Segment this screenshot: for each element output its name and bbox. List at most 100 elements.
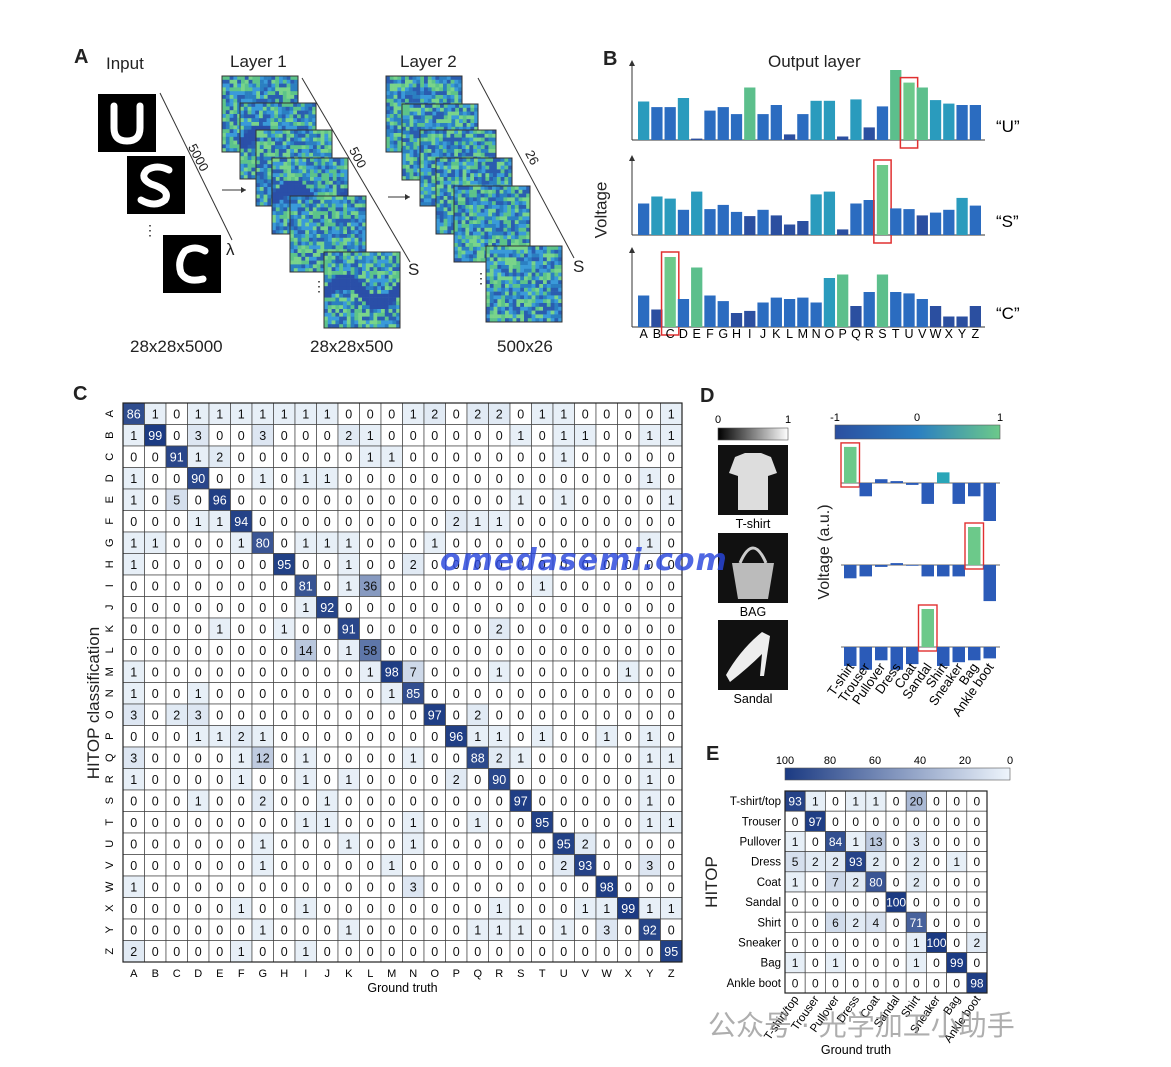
- cm-cell-Y-O: 0: [423, 918, 446, 941]
- fashion-bar-Sandal-Shirt: [937, 647, 950, 666]
- cm-cell-A-E: 1: [208, 402, 231, 425]
- cm-cell-U-G: 1: [251, 832, 274, 855]
- cm-cell-F-T: 0: [531, 510, 554, 533]
- cm-cell-V-C: 0: [165, 854, 188, 877]
- cm-cell-M-V: 0: [574, 660, 597, 683]
- cm-col-label-A: A: [130, 968, 138, 980]
- panel-a-label: A: [74, 46, 89, 68]
- input-image-c: [163, 235, 221, 293]
- cm-cell-T-A: 0: [122, 811, 145, 834]
- cm-cell-J-J: 92: [316, 596, 339, 619]
- output-subplot-2: “S”: [629, 155, 1019, 244]
- output-bar-U-K: [770, 105, 782, 140]
- output-bar-C-P: [837, 274, 849, 327]
- cm-cell-A-Z: 1: [660, 402, 683, 425]
- cm-cell-P-H: 0: [273, 725, 296, 748]
- cm-cell-P-S: 0: [509, 725, 532, 748]
- output-bar-U-V: [916, 87, 928, 140]
- cm-cell-D-J: 1: [316, 467, 339, 490]
- cm-cell-K-J: 0: [316, 617, 339, 640]
- fcm-cell-Trouser-Sneaker: 0: [926, 810, 947, 832]
- fashion-image-sandal: Sandal: [718, 620, 788, 706]
- cm-cell-T-R: 0: [488, 811, 511, 834]
- input-title: Input: [106, 54, 144, 73]
- cm-cell-T-Q: 1: [466, 811, 489, 834]
- dims-layer1: 28x28x500: [310, 337, 394, 356]
- fcm-cell-Trouser-Ankle boot: 0: [966, 810, 988, 832]
- cm-cell-Z-L: 0: [359, 940, 382, 963]
- fcm-cell-Ankle boot-Ankle boot: 98: [966, 972, 988, 994]
- cm-cell-A-W: 0: [595, 402, 618, 425]
- output-bar-S-N: [810, 194, 822, 235]
- cm-cell-V-O: 0: [423, 854, 446, 877]
- cm-cell-M-H: 0: [273, 660, 296, 683]
- cm-cell-B-U: 1: [552, 424, 575, 447]
- output-subplot-3: “C”: [629, 247, 1020, 336]
- cm-cell-K-M: 0: [380, 617, 403, 640]
- output-bar-C-C: [664, 257, 676, 327]
- cm-cell-S-O: 0: [423, 789, 446, 812]
- output-bar-C-X: [943, 316, 955, 327]
- fcm-cell-Sneaker-Shirt: 1: [905, 932, 927, 953]
- cm-cell-Y-L: 0: [359, 918, 382, 941]
- cm-cell-Z-V: 0: [574, 940, 597, 963]
- output-bar-S-H: [730, 211, 743, 235]
- cm-cell-Q-I: 1: [294, 746, 317, 769]
- cm-cell-U-F: 0: [230, 832, 253, 855]
- output-bar-U-I: [744, 87, 756, 140]
- output-bar-U-J: [757, 114, 769, 140]
- cm-cell-X-S: 0: [509, 897, 532, 920]
- cm-cell-D-I: 1: [294, 467, 317, 490]
- cm-cell-Z-U: 0: [552, 940, 575, 963]
- cm-cell-I-N: 0: [402, 574, 425, 597]
- output-bar-U-B: [651, 107, 663, 140]
- cm-cell-K-C: 0: [165, 617, 188, 640]
- cm-cell-V-D: 0: [187, 854, 210, 877]
- cm-cell-E-L: 0: [359, 488, 382, 511]
- fashion-bar-T-shirt-Coat: [906, 483, 919, 485]
- cm-cell-I-T: 1: [531, 574, 554, 597]
- cm-cell-V-J: 0: [316, 854, 339, 877]
- cm-cell-Z-B: 0: [144, 940, 167, 963]
- cm-cell-X-B: 0: [144, 897, 167, 920]
- cm-row-label-F: F: [104, 518, 116, 525]
- cm-cell-I-G: 0: [251, 574, 274, 597]
- fcm-cell-Sneaker-Bag: 0: [946, 932, 968, 953]
- cm-cell-C-U: 1: [552, 445, 575, 468]
- cm-cell-T-U: 0: [552, 811, 575, 834]
- cm-cell-K-V: 0: [574, 617, 597, 640]
- cm-col-label-G: G: [258, 968, 267, 980]
- cm-cell-C-F: 0: [230, 445, 253, 468]
- cm-cell-S-G: 2: [251, 789, 274, 812]
- cm-cell-M-O: 0: [423, 660, 446, 683]
- cm-cell-P-Z: 0: [660, 725, 683, 748]
- cm-cell-Y-Z: 0: [660, 918, 683, 941]
- fcm-cell-Sandal-Trouser: 0: [804, 891, 826, 913]
- cm-cell-I-A: 0: [122, 574, 145, 597]
- cm-cell-H-N: 2: [402, 553, 425, 576]
- cm-cell-F-M: 0: [380, 510, 403, 533]
- cm-cell-Z-E: 0: [208, 940, 231, 963]
- output-bar-U-Q: [850, 99, 862, 140]
- fashion-bar-BAG-Ankle boot: [983, 565, 996, 602]
- cm-cell-T-Z: 1: [660, 811, 683, 834]
- cm-cell-A-L: 0: [359, 402, 382, 425]
- cm-cell-K-O: 0: [423, 617, 446, 640]
- cm-row-label-S: S: [104, 797, 116, 804]
- cm-cell-Q-W: 0: [595, 746, 618, 769]
- cm-row-label-W: W: [104, 881, 116, 892]
- cm-cell-U-K: 1: [337, 832, 360, 855]
- fashion-bar-BAG-Sandal: [921, 565, 934, 577]
- cm-cell-S-Y: 1: [638, 789, 661, 812]
- cm-cell-U-B: 0: [144, 832, 167, 855]
- fcm-cell-Coat-Ankle boot: 0: [966, 871, 988, 893]
- cm-cell-D-W: 0: [595, 467, 618, 490]
- output-bar-S-B: [651, 196, 663, 235]
- cm-cell-T-C: 0: [165, 811, 188, 834]
- cm-cell-Y-T: 0: [531, 918, 554, 941]
- cm-cell-N-E: 0: [208, 682, 231, 705]
- layer2-feature-map-5: [453, 185, 531, 263]
- cm-col-label-B: B: [152, 968, 159, 980]
- cm-cell-X-D: 0: [187, 897, 210, 920]
- output-bar-C-K: [770, 297, 782, 327]
